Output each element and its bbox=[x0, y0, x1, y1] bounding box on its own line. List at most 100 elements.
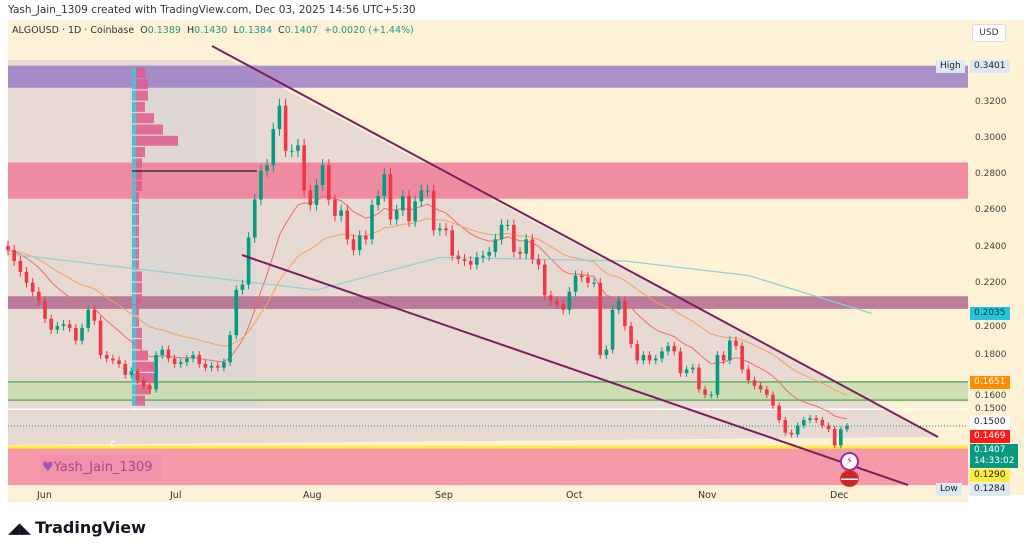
zone-3 bbox=[8, 381, 968, 401]
y-tick-label: 0.2600 bbox=[975, 205, 1007, 216]
volume-profile-bar bbox=[132, 101, 136, 112]
candle-body bbox=[388, 174, 393, 220]
candle-body bbox=[487, 251, 491, 256]
candle-body bbox=[12, 250, 16, 262]
high-value: 0.1430 bbox=[194, 25, 228, 36]
y-tick-label: 0.2200 bbox=[975, 277, 1007, 288]
candle-body bbox=[820, 420, 825, 426]
candle-body bbox=[351, 239, 356, 251]
candle-body bbox=[259, 170, 263, 200]
volume-profile-bar bbox=[132, 113, 136, 124]
zone-0 bbox=[8, 65, 968, 88]
x-tick-label: Dec bbox=[830, 490, 849, 501]
volume-profile-bar bbox=[132, 79, 136, 90]
candle-body bbox=[758, 385, 763, 390]
candle-body bbox=[468, 261, 473, 265]
candle-body bbox=[475, 257, 479, 265]
tradingview-logo[interactable]: ◢◣ TradingView bbox=[8, 518, 146, 537]
candle-body bbox=[382, 174, 387, 196]
candle-body bbox=[271, 129, 276, 166]
open-value: 0.1389 bbox=[147, 25, 181, 36]
candle-body bbox=[808, 418, 812, 421]
symbol-label[interactable]: ALGOUSD · 1D · Coinbase bbox=[12, 25, 135, 36]
candle-body bbox=[462, 259, 467, 262]
candle-body bbox=[296, 145, 300, 151]
candle-body bbox=[92, 309, 97, 321]
candle-body bbox=[339, 210, 343, 216]
volume-profile-bar bbox=[132, 248, 136, 259]
candle-body bbox=[252, 199, 257, 238]
volume-profile-bar bbox=[132, 271, 136, 282]
candle-body bbox=[746, 369, 751, 381]
candle-body bbox=[734, 340, 738, 346]
candle-body bbox=[289, 150, 294, 152]
volume-profile-bar bbox=[132, 316, 136, 327]
candle-body bbox=[629, 326, 633, 345]
candle-body bbox=[265, 165, 269, 171]
candle-body bbox=[721, 354, 726, 361]
candle-body bbox=[302, 145, 306, 191]
candle-body bbox=[357, 235, 362, 251]
candle-body bbox=[573, 275, 578, 292]
candle-body bbox=[117, 360, 121, 365]
price-tag: 0.1500 bbox=[970, 416, 1010, 430]
candle-body bbox=[18, 261, 23, 272]
candle-body bbox=[345, 210, 350, 240]
candle-body bbox=[765, 389, 769, 395]
candle-body bbox=[530, 239, 535, 260]
volume-profile-bar bbox=[136, 260, 139, 271]
candle-body bbox=[401, 195, 405, 211]
x-tick-label: Sep bbox=[435, 490, 453, 501]
candle-body bbox=[752, 380, 757, 386]
candle-body bbox=[98, 320, 103, 355]
countdown-timer: 14:33:02 bbox=[974, 456, 1015, 467]
x-tick-label: Jul bbox=[170, 490, 182, 501]
y-tick-label: 0.1800 bbox=[975, 349, 1007, 360]
candle-body bbox=[135, 371, 140, 381]
candle-body bbox=[715, 354, 720, 395]
candle-body bbox=[234, 289, 239, 336]
candle-body bbox=[727, 340, 732, 361]
candle-body bbox=[326, 165, 331, 200]
candle-body bbox=[30, 282, 35, 292]
candle-body bbox=[222, 362, 226, 368]
tv-logo-icon: ◢◣ bbox=[8, 518, 32, 537]
volume-profile-bar bbox=[136, 79, 148, 90]
price-tag-label: High bbox=[936, 59, 965, 73]
volume-profile-bar bbox=[136, 203, 139, 214]
currency-button[interactable]: USD bbox=[972, 24, 1006, 42]
candle-body bbox=[610, 309, 615, 350]
candle-body bbox=[653, 358, 658, 361]
volume-profile-bar bbox=[132, 192, 136, 203]
candle-body bbox=[579, 275, 584, 278]
candle-body bbox=[832, 429, 837, 446]
candle-body bbox=[795, 425, 800, 435]
candle-body bbox=[690, 367, 695, 370]
candle-body bbox=[518, 251, 522, 254]
candle-body bbox=[524, 239, 529, 254]
candle-body bbox=[839, 429, 843, 446]
candle-body bbox=[431, 190, 436, 231]
candle-body bbox=[178, 362, 183, 365]
volume-profile-bar bbox=[136, 373, 157, 384]
candle-body bbox=[141, 380, 146, 386]
x-tick-label: Oct bbox=[566, 490, 583, 501]
volume-profile-bar bbox=[136, 124, 163, 135]
volume-profile-bar bbox=[132, 68, 136, 78]
volume-profile-bar bbox=[136, 305, 139, 316]
volume-profile-bar bbox=[136, 147, 145, 158]
candle-body bbox=[561, 304, 566, 310]
candle-body bbox=[364, 235, 368, 240]
us-flag-icon[interactable] bbox=[840, 470, 859, 487]
candle-body bbox=[123, 364, 128, 375]
volume-profile-bar bbox=[132, 305, 136, 316]
event-icon[interactable]: ⚡ bbox=[840, 452, 859, 471]
y-tick-label: 0.3000 bbox=[975, 133, 1007, 144]
low-value: 0.1384 bbox=[238, 25, 272, 36]
candle-body bbox=[413, 201, 417, 222]
candle-body bbox=[191, 354, 195, 359]
candle-body bbox=[814, 418, 818, 421]
candle-body bbox=[111, 358, 115, 361]
candle-body bbox=[740, 345, 744, 370]
